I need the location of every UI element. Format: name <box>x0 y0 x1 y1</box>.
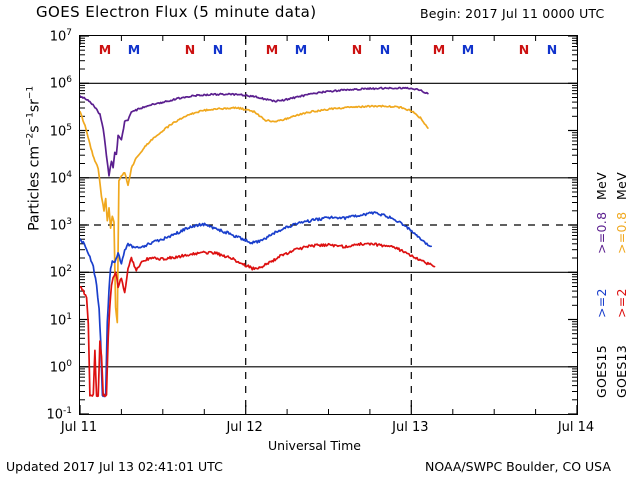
axis-marker-n: N <box>184 42 196 57</box>
begin-time-label: Begin: 2017 Jul 11 0000 UTC <box>420 6 605 21</box>
legend-channel-goes15-08mev: >=0.8 <box>594 211 609 254</box>
axis-marker-n: N <box>518 42 530 57</box>
axis-marker-n: N <box>351 42 363 57</box>
x-tick-label: Jul 13 <box>392 420 429 435</box>
y-tick-label: 100 <box>49 358 72 376</box>
legend-units-goes15: MeV <box>594 172 609 200</box>
legend-channel-goes15-2mev: >=2 <box>594 288 609 318</box>
y-tick-label: 103 <box>49 217 72 234</box>
y-tick-label: 10-1 <box>46 406 72 423</box>
axis-marker-m: M <box>98 42 112 57</box>
source-attribution: NOAA/SWPC Boulder, CO USA <box>425 459 611 474</box>
x-tick-label: Jul 14 <box>557 420 595 435</box>
axis-marker-m: M <box>294 42 308 57</box>
plot-svg <box>80 36 577 414</box>
plot-area <box>79 35 578 415</box>
axis-marker-n: N <box>212 42 224 57</box>
y-tick-label: 106 <box>49 75 72 92</box>
legend-channel-goes13-08mev: >=0.8 <box>614 211 629 254</box>
axis-marker-n: N <box>546 42 558 57</box>
y-tick-label: 104 <box>49 169 72 187</box>
y-tick-label: 101 <box>49 311 72 328</box>
x-axis-label: Universal Time <box>268 438 361 453</box>
y-axis-label: Particles cm−2s−1sr−1 <box>25 85 43 231</box>
axis-marker-m: M <box>432 42 446 57</box>
legend-satellite-goes13: GOES13 <box>614 344 629 398</box>
x-tick-label: Jul 12 <box>226 420 263 435</box>
legend-channel-goes13-2mev: >=2 <box>614 288 629 318</box>
updated-timestamp: Updated 2017 Jul 13 02:41:01 UTC <box>6 459 223 474</box>
series-goes13-0-8-mev <box>80 104 429 324</box>
axis-marker-m: M <box>127 42 141 57</box>
axis-marker-m: M <box>265 42 279 57</box>
legend-units-goes13: MeV <box>614 172 629 200</box>
y-tick-label: 107 <box>49 28 72 45</box>
series-goes15-2-mev <box>80 211 433 398</box>
series-goes15-0-8-mev <box>80 86 429 177</box>
page-title: GOES Electron Flux (5 minute data) <box>36 3 317 21</box>
y-tick-label: 102 <box>49 264 72 281</box>
axis-marker-n: N <box>379 42 391 57</box>
x-tick-label: Jul 11 <box>60 420 98 435</box>
legend-satellite-goes15: GOES15 <box>594 344 609 398</box>
axis-marker-m: M <box>461 42 475 57</box>
y-tick-label: 105 <box>49 122 72 139</box>
series-goes13-2-mev <box>80 242 436 398</box>
